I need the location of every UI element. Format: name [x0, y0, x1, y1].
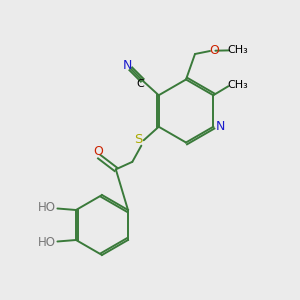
Text: HO: HO [38, 236, 56, 249]
Text: CH₃: CH₃ [227, 80, 248, 90]
Text: O: O [210, 44, 219, 57]
Text: CH₃: CH₃ [228, 45, 249, 56]
Text: S: S [134, 133, 142, 146]
Text: N: N [123, 59, 133, 72]
Text: C: C [137, 79, 145, 89]
Text: HO: HO [38, 201, 56, 214]
Text: O: O [93, 145, 103, 158]
Text: N: N [216, 120, 226, 133]
